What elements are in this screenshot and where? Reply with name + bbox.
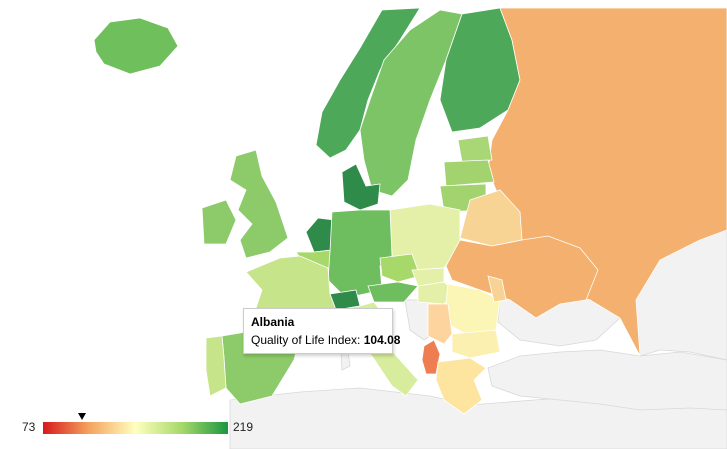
country-czechia[interactable] xyxy=(379,253,421,283)
country-germany[interactable] xyxy=(327,209,393,299)
country-estonia[interactable] xyxy=(457,135,493,163)
tooltip-country-name: Albania xyxy=(251,315,295,329)
country-denmark[interactable] xyxy=(341,163,381,211)
tooltip-metric-label: Quality of Life Index: xyxy=(251,333,361,347)
country-moldova[interactable] xyxy=(487,275,507,303)
country-ukraine[interactable] xyxy=(445,235,599,319)
country-portugal[interactable] xyxy=(205,335,227,397)
legend-min-label: 73 xyxy=(22,420,36,434)
legend-marker-icon xyxy=(78,413,87,420)
country-tooltip: Albania Quality of Life Index: 104.08 xyxy=(243,308,400,354)
country-serbia[interactable] xyxy=(427,303,453,345)
country-austria[interactable] xyxy=(367,281,419,303)
country-ireland[interactable] xyxy=(201,199,237,245)
country-netherlands[interactable] xyxy=(305,217,335,253)
country-bulgaria[interactable] xyxy=(451,329,501,359)
country-norway[interactable] xyxy=(315,7,421,159)
tooltip-metric-row: Quality of Life Index: 104.08 xyxy=(251,333,400,347)
color-legend: 73 219 xyxy=(0,408,300,448)
legend-max-label: 219 xyxy=(233,420,254,434)
region-turkey xyxy=(487,349,727,411)
country-latvia[interactable] xyxy=(443,159,495,187)
legend-gradient-bar xyxy=(43,422,228,434)
country-united-kingdom[interactable] xyxy=(229,149,289,259)
country-albania[interactable] xyxy=(421,339,441,375)
country-iceland[interactable] xyxy=(93,17,179,75)
country-greece[interactable] xyxy=(435,357,487,415)
tooltip-metric-value: 104.08 xyxy=(363,333,401,347)
